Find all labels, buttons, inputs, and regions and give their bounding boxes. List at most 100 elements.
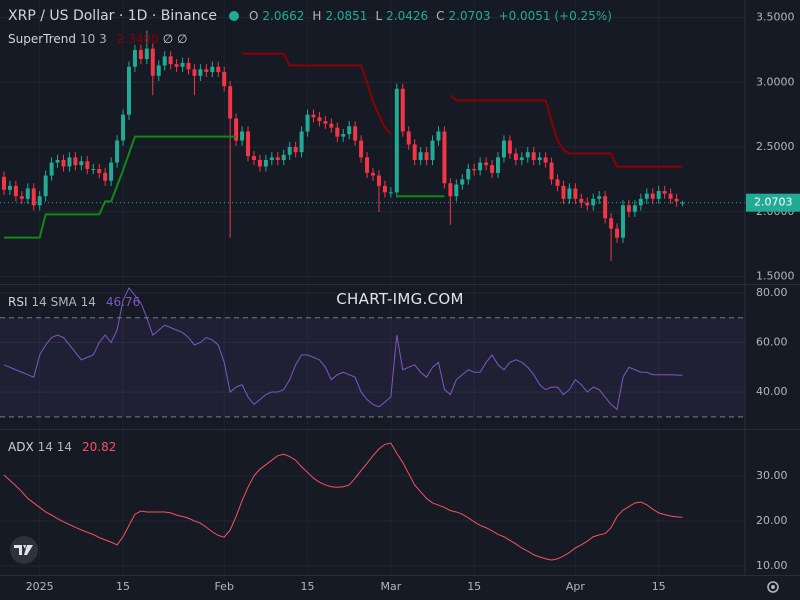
candle-body bbox=[192, 69, 197, 76]
candle-body bbox=[174, 64, 179, 67]
candle-body bbox=[436, 131, 441, 141]
x-tick-label: 15 bbox=[652, 580, 666, 593]
candle-body bbox=[317, 117, 322, 122]
ohlc-key: O bbox=[248, 9, 259, 23]
candle-body bbox=[138, 49, 143, 59]
settings-icon[interactable] bbox=[767, 581, 779, 593]
symbol-title: XRP / US Dollar · 1D · Binance bbox=[8, 8, 217, 24]
candle-body bbox=[412, 144, 417, 160]
candle-body bbox=[615, 228, 620, 238]
rsi-band-fill bbox=[0, 317, 745, 417]
x-tick-label: Feb bbox=[214, 580, 233, 593]
candle-body bbox=[341, 134, 346, 137]
x-tick-label: 15 bbox=[467, 580, 481, 593]
candle-body bbox=[281, 154, 286, 160]
candle-body bbox=[638, 198, 643, 206]
indicator-line bbox=[3, 442, 683, 561]
candle-body bbox=[549, 162, 554, 180]
market-status-dot bbox=[228, 11, 239, 21]
candle-body bbox=[555, 179, 560, 186]
candle-body bbox=[656, 191, 661, 199]
candle-body bbox=[400, 88, 405, 132]
candle-body bbox=[132, 49, 137, 67]
y-tick-label: 1.5000 bbox=[756, 270, 795, 283]
symbol-header: XRP / US Dollar · 1D · Binance O 2.0662 H… bbox=[8, 8, 616, 24]
candle-body bbox=[365, 157, 370, 173]
indicator-params: 10 3 bbox=[80, 32, 107, 46]
ohlc-value: 2.0426 bbox=[386, 9, 429, 23]
candle-body bbox=[210, 66, 215, 72]
supertrend-legend: SuperTrend 10 3 2.3480 ∅ ∅ bbox=[8, 32, 191, 46]
candle-body bbox=[353, 126, 358, 141]
ohlc-c: C 2.0703 bbox=[436, 9, 494, 23]
candle-body bbox=[513, 153, 518, 160]
y-tick-label: 30.00 bbox=[756, 469, 788, 482]
tradingview-logo bbox=[10, 536, 38, 564]
candle-body bbox=[7, 185, 12, 190]
candle-body bbox=[91, 169, 96, 171]
candle-body bbox=[597, 196, 602, 199]
ohlc-l: L 2.0426 bbox=[375, 9, 432, 23]
candle-body bbox=[674, 198, 679, 202]
y-tick-label: 3.0000 bbox=[756, 75, 795, 88]
candle-body bbox=[103, 172, 108, 181]
candle-body bbox=[61, 159, 66, 167]
candle-body bbox=[85, 161, 90, 170]
candle-body bbox=[1, 176, 6, 190]
candle-body bbox=[55, 159, 60, 163]
ohlc-key: L bbox=[375, 9, 383, 23]
candle-body bbox=[531, 152, 536, 160]
candle-body bbox=[466, 169, 471, 180]
candle-body bbox=[644, 193, 649, 199]
candle-body bbox=[490, 165, 495, 173]
ohlc-o: O 2.0662 bbox=[249, 9, 308, 23]
candle-body bbox=[31, 188, 36, 206]
candle-body bbox=[79, 161, 84, 166]
ohlc-value: 2.0851 bbox=[325, 9, 368, 23]
candle-body bbox=[25, 188, 30, 199]
candle-body bbox=[37, 196, 42, 206]
indicator-params: 14 14 bbox=[37, 440, 73, 454]
candle-body bbox=[287, 147, 292, 155]
candle-body bbox=[150, 48, 155, 76]
candle-body bbox=[591, 198, 596, 206]
rsi-legend: RSI 14 SMA 14 46.76 bbox=[8, 295, 144, 309]
last-price-label: 2.0703 bbox=[754, 196, 793, 209]
candle-body bbox=[121, 114, 126, 141]
candle-body bbox=[335, 127, 340, 137]
candle-body bbox=[561, 185, 566, 199]
y-tick-label: 3.5000 bbox=[756, 11, 795, 24]
candle-body bbox=[603, 196, 608, 219]
candle-body bbox=[228, 86, 233, 119]
indicator-params: 14 SMA 14 bbox=[31, 295, 96, 309]
candle-body bbox=[246, 131, 251, 157]
candle-body bbox=[43, 175, 48, 197]
candle-body bbox=[222, 71, 227, 87]
candle-body bbox=[299, 131, 304, 153]
y-tick-label: 80.00 bbox=[756, 286, 788, 299]
indicator-value: 20.82 bbox=[82, 440, 117, 454]
candle-body bbox=[525, 152, 530, 158]
adx-legend: ADX 14 14 20.82 bbox=[8, 440, 120, 454]
candle-body bbox=[180, 62, 185, 67]
candle-body bbox=[501, 140, 506, 158]
candle-body bbox=[406, 131, 411, 145]
candle-body bbox=[662, 191, 667, 194]
candle-body bbox=[632, 205, 637, 212]
x-tick-label: Mar bbox=[380, 580, 401, 593]
supertrend-line bbox=[242, 52, 683, 168]
candle-body bbox=[126, 66, 131, 115]
indicator-value: 2.3480 bbox=[116, 32, 159, 46]
null-icon: ∅ ∅ bbox=[162, 32, 188, 46]
supertrend-line bbox=[3, 135, 445, 239]
candle-body bbox=[168, 56, 173, 65]
indicator-name: RSI bbox=[8, 295, 28, 309]
candle-body bbox=[585, 202, 590, 206]
y-tick-label: 60.00 bbox=[756, 335, 788, 348]
candle-body bbox=[418, 152, 423, 160]
candle-body bbox=[543, 157, 548, 163]
candle-body bbox=[454, 184, 459, 197]
candle-body bbox=[382, 185, 387, 193]
y-tick-label: 40.00 bbox=[756, 385, 788, 398]
